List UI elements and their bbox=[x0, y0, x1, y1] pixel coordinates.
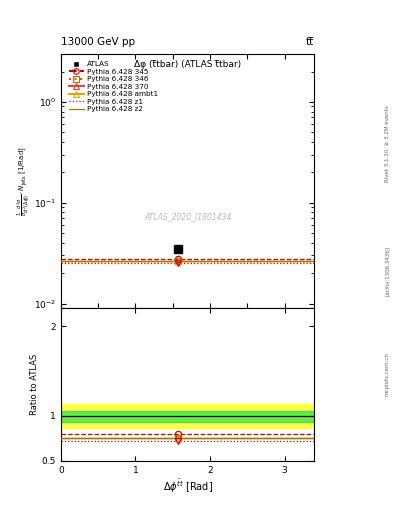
Text: mcplots.cern.ch: mcplots.cern.ch bbox=[385, 352, 389, 396]
Text: Δφ (t̅tbar) (ATLAS t̅tbar): Δφ (t̅tbar) (ATLAS t̅tbar) bbox=[134, 60, 241, 69]
Text: tt̅: tt̅ bbox=[306, 37, 314, 47]
Text: Rivet 3.1.10, ≥ 3.2M events: Rivet 3.1.10, ≥ 3.2M events bbox=[385, 105, 389, 182]
Text: ATLAS_2020_I1801434: ATLAS_2020_I1801434 bbox=[144, 212, 231, 221]
Bar bbox=[61, 412, 314, 422]
X-axis label: $\Delta\phi^{\bar{t}t}$ [Rad]: $\Delta\phi^{\bar{t}t}$ [Rad] bbox=[163, 477, 213, 495]
Text: 13000 GeV pp: 13000 GeV pp bbox=[61, 37, 135, 47]
Legend: ATLAS, Pythia 6.428 345, Pythia 6.428 346, Pythia 6.428 370, Pythia 6.428 ambt1,: ATLAS, Pythia 6.428 345, Pythia 6.428 34… bbox=[66, 58, 161, 115]
Y-axis label: Ratio to ATLAS: Ratio to ATLAS bbox=[30, 354, 39, 415]
Y-axis label: $\frac{1}{\sigma}\frac{d^2\sigma}{d^2(\Delta\phi)}\cdot N_\mathrm{jets}$ [1/Rad]: $\frac{1}{\sigma}\frac{d^2\sigma}{d^2(\D… bbox=[16, 146, 32, 216]
Bar bbox=[61, 404, 314, 428]
Text: [arXiv:1306.3436]: [arXiv:1306.3436] bbox=[385, 246, 389, 296]
